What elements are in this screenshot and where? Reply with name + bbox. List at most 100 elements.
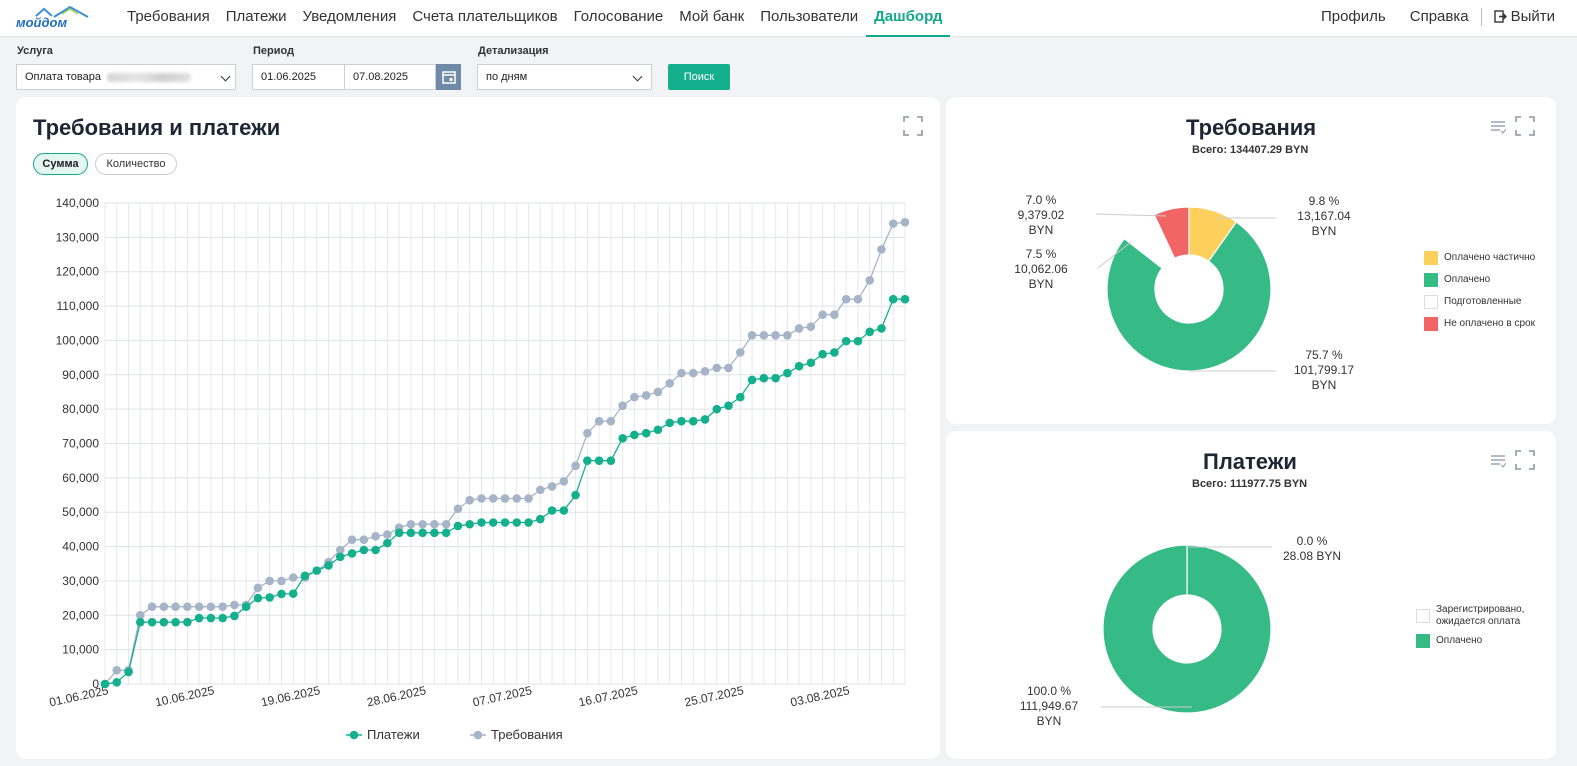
profile-link[interactable]: Профиль bbox=[1320, 8, 1386, 25]
data-point bbox=[688, 368, 698, 378]
data-point bbox=[688, 416, 698, 426]
data-point bbox=[830, 348, 839, 357]
data-point bbox=[477, 494, 486, 503]
data-point bbox=[218, 602, 227, 611]
x-tick-label: 16.07.2025 bbox=[577, 683, 639, 709]
data-point bbox=[465, 495, 475, 505]
data-point bbox=[241, 602, 251, 611]
slice-label: 75.7 % bbox=[1305, 348, 1343, 362]
chevron-down-icon bbox=[220, 71, 231, 82]
slice-label: BYN bbox=[1312, 224, 1337, 238]
logout-button[interactable]: Выйти bbox=[1482, 0, 1567, 25]
data-point bbox=[430, 528, 439, 538]
fullscreen-icon[interactable] bbox=[1515, 450, 1535, 470]
data-point bbox=[394, 528, 404, 538]
data-point bbox=[806, 322, 816, 331]
list-menu-icon[interactable] bbox=[1490, 120, 1506, 134]
data-point bbox=[430, 519, 439, 529]
data-point bbox=[653, 425, 663, 435]
data-point bbox=[512, 518, 522, 527]
data-point bbox=[559, 506, 569, 515]
legend-item[interactable]: Оплачено bbox=[1416, 634, 1482, 648]
legend-item[interactable]: Зарегистрировано, ожидается оплата bbox=[1416, 604, 1524, 628]
nav-dashboard[interactable]: Дашборд bbox=[866, 0, 951, 37]
data-point bbox=[383, 530, 392, 539]
data-point bbox=[500, 494, 510, 503]
legend-item[interactable]: Оплачено частично bbox=[1424, 251, 1535, 265]
user-menu: Профиль Справка Выйти bbox=[1309, 0, 1567, 37]
detail-value: по дням bbox=[486, 71, 528, 83]
data-point bbox=[406, 528, 416, 538]
data-point bbox=[794, 361, 804, 371]
y-tick-label: 10,000 bbox=[62, 643, 99, 657]
data-point bbox=[230, 611, 239, 621]
legend-item[interactable]: Не оплачено в срок bbox=[1424, 317, 1535, 331]
service-select[interactable]: Оплата товара bbox=[16, 64, 236, 90]
y-tick-label: 100,000 bbox=[56, 333, 100, 347]
nav-voting[interactable]: Голосование bbox=[573, 8, 664, 25]
slice-leader-line bbox=[1095, 213, 1167, 217]
data-point bbox=[453, 504, 463, 514]
moidom-logo[interactable]: мойдом bbox=[14, 5, 96, 31]
slice-label: 9,379.02 bbox=[1018, 208, 1065, 222]
data-point bbox=[665, 418, 675, 428]
data-point bbox=[230, 600, 239, 610]
calendar-button[interactable] bbox=[436, 64, 461, 90]
data-point bbox=[512, 494, 522, 503]
legend-item[interactable]: Оплачено bbox=[1424, 273, 1490, 287]
date-from-input[interactable]: 01.06.2025 bbox=[252, 64, 345, 90]
data-point bbox=[347, 535, 357, 544]
data-point bbox=[265, 593, 275, 602]
chevron-down-icon bbox=[632, 71, 643, 82]
slice-label: BYN bbox=[1037, 714, 1062, 728]
nav-requirements[interactable]: Требования bbox=[127, 8, 210, 25]
nav-payments[interactable]: Платежи bbox=[225, 8, 287, 25]
date-to-input[interactable]: 07.08.2025 bbox=[344, 64, 436, 90]
legend-swatch bbox=[1416, 634, 1430, 648]
data-point bbox=[700, 415, 710, 424]
data-point bbox=[312, 566, 322, 575]
data-point bbox=[606, 456, 616, 465]
legend-label: Подготовленные bbox=[1444, 296, 1522, 307]
slice-label: 7.0 % bbox=[1026, 193, 1057, 207]
help-link[interactable]: Справка bbox=[1409, 8, 1469, 25]
data-point bbox=[277, 589, 286, 599]
y-tick-label: 70,000 bbox=[62, 437, 99, 451]
detail-select[interactable]: по дням bbox=[477, 64, 652, 90]
legend-swatch bbox=[1424, 273, 1438, 287]
legend-item[interactable]: Подготовленные bbox=[1424, 295, 1521, 309]
toggle-sum[interactable]: Сумма bbox=[33, 153, 88, 175]
nav-notifications[interactable]: Уведомления bbox=[302, 8, 397, 25]
toggle-count[interactable]: Количество bbox=[95, 153, 177, 175]
data-point bbox=[630, 430, 639, 440]
data-point bbox=[806, 358, 816, 368]
data-point bbox=[783, 330, 792, 340]
legend-swatch bbox=[1424, 317, 1438, 331]
legend-marker bbox=[473, 730, 483, 740]
detail-label: Детализация bbox=[478, 45, 549, 57]
data-point bbox=[524, 494, 533, 503]
data-point bbox=[712, 363, 722, 373]
data-point bbox=[618, 401, 627, 411]
logout-icon bbox=[1493, 10, 1507, 23]
list-menu-icon[interactable] bbox=[1490, 454, 1506, 468]
data-point bbox=[724, 363, 733, 373]
calendar-icon bbox=[441, 71, 456, 84]
data-point bbox=[194, 613, 204, 623]
fullscreen-icon[interactable] bbox=[1515, 116, 1535, 136]
search-button[interactable]: Поиск bbox=[668, 64, 730, 90]
data-point bbox=[700, 367, 710, 376]
nav-my-bank[interactable]: Мой банк bbox=[679, 8, 745, 25]
data-point bbox=[888, 294, 898, 304]
data-point bbox=[500, 518, 510, 527]
data-point bbox=[371, 545, 380, 555]
x-tick-label: 03.08.2025 bbox=[789, 683, 851, 709]
data-point bbox=[183, 617, 192, 627]
data-point bbox=[535, 485, 545, 495]
data-point bbox=[194, 602, 204, 611]
data-point bbox=[841, 294, 851, 304]
period-label: Период bbox=[253, 45, 295, 57]
nav-users[interactable]: Пользователи bbox=[760, 8, 859, 25]
nav-payer-accounts[interactable]: Счета плательщиков bbox=[412, 8, 558, 25]
fullscreen-icon[interactable] bbox=[903, 116, 923, 136]
